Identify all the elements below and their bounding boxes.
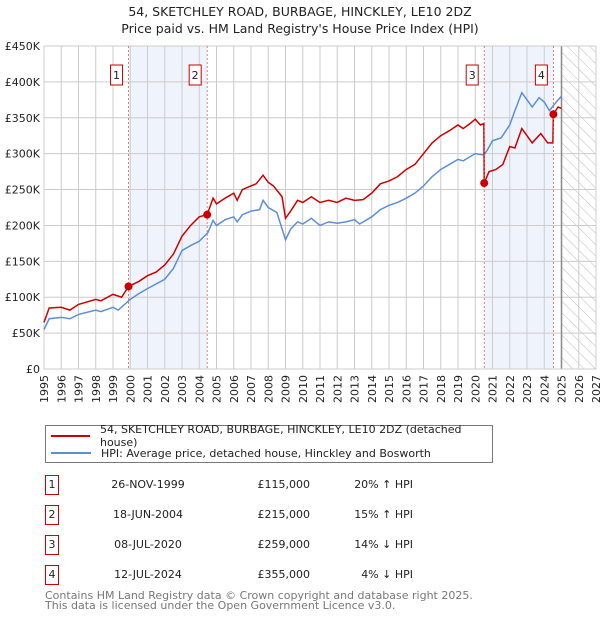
chart-subtitle: Price paid vs. HM Land Registry's House …	[121, 21, 479, 36]
x-tick-label: 2002	[159, 375, 172, 403]
footer-copyright: Contains HM Land Registry data © Crown c…	[45, 589, 473, 602]
x-tick-label: 2011	[314, 375, 327, 403]
x-tick-label: 2010	[297, 375, 310, 403]
legend-swatch-property	[51, 435, 90, 437]
x-tick-label: 2004	[193, 375, 206, 403]
transaction-hpi-diff: 14% ↓ HPI	[354, 538, 413, 551]
x-tick-label: 2003	[176, 375, 189, 403]
sale-label: 3	[469, 69, 476, 82]
x-tick-label: 1997	[73, 375, 86, 403]
x-tick-label: 2026	[573, 375, 586, 403]
price-chart: £0 £50K £100K £150K £200K £250K £300K £350K £400…	[5, 40, 600, 403]
y-tick-label: £350K	[5, 112, 41, 125]
transaction-hpi-diff: 20% ↑ HPI	[354, 478, 413, 491]
x-tick-label: 2019	[452, 375, 465, 403]
sale-label: 2	[192, 69, 199, 82]
x-tick-label: 2006	[228, 375, 241, 403]
x-tick-label: 2024	[538, 375, 551, 403]
transaction-price: £355,000	[257, 568, 311, 581]
transaction-number-badge: 1	[45, 475, 59, 495]
x-tick-label: 2000	[124, 375, 137, 403]
y-tick-label: £300K	[5, 148, 41, 161]
x-tick-label: 2008	[262, 375, 275, 403]
transaction-price: £115,000	[257, 478, 311, 491]
sale-point	[124, 282, 133, 291]
x-tick-label: 2001	[142, 375, 155, 403]
hpi-line	[43, 91, 563, 330]
x-tick-label: 1996	[55, 375, 68, 403]
y-tick-label: £50K	[12, 327, 41, 340]
shaded-period	[128, 46, 208, 369]
shaded-period	[484, 46, 554, 369]
transaction-row: 1 26-NOV-1999 £115,000 20% ↑ HPI	[45, 475, 495, 495]
x-tick-label: 2005	[211, 375, 224, 403]
x-tick-label: 2022	[504, 375, 517, 403]
transaction-hpi-diff: 15% ↑ HPI	[354, 508, 413, 521]
sale-label-box	[465, 64, 479, 86]
transaction-row: 2 18-JUN-2004 £215,000 15% ↑ HPI	[45, 505, 495, 525]
sale-point	[549, 110, 558, 119]
x-tick-label: 2017	[418, 375, 431, 403]
legend: 54, SKETCHLEY ROAD, BURBAGE, HINCKLEY, L…	[45, 423, 493, 463]
sale-label-box	[534, 64, 548, 86]
y-tick-label: £450K	[5, 40, 41, 53]
transaction-row: 4 12-JUL-2024 £355,000 4% ↓ HPI	[45, 565, 495, 585]
x-tick-label: 2027	[590, 375, 600, 403]
legend-label-property: 54, SKETCHLEY ROAD, BURBAGE, HINCKLEY, L…	[99, 423, 462, 449]
sale-label-box	[188, 64, 202, 86]
y-tick-label: £0	[26, 363, 40, 376]
transaction-date: 08-JUL-2020	[114, 538, 182, 551]
transaction-price: £215,000	[257, 508, 311, 521]
legend-label-hpi: HPI: Average price, detached house, Hinc…	[101, 446, 431, 460]
legend-swatch-hpi	[51, 452, 91, 454]
x-tick-label: 2013	[349, 375, 362, 403]
x-tick-label: 2023	[521, 375, 534, 403]
y-tick-label: £400K	[5, 76, 41, 89]
transaction-price: £259,000	[257, 538, 311, 551]
sale-label: 1	[113, 69, 120, 82]
x-tick-label: 2015	[383, 375, 396, 403]
sale-point	[480, 179, 489, 188]
footer-licence: This data is licensed under the Open Gov…	[45, 599, 396, 612]
x-tick-label: 1998	[90, 375, 103, 403]
x-tick-label: 2016	[400, 375, 413, 403]
x-tick-label: 2014	[366, 375, 379, 403]
x-tick-label: 2018	[435, 375, 448, 403]
x-tick-label: 2007	[245, 375, 258, 403]
sale-point	[203, 210, 212, 219]
property-price-line	[43, 106, 562, 323]
plot-frame	[43, 45, 597, 370]
transaction-number-badge: 2	[45, 505, 59, 525]
x-tick-label: 2012	[331, 375, 344, 403]
transaction-date: 18-JUN-2004	[112, 508, 184, 521]
transaction-number-badge: 4	[45, 565, 59, 585]
chart-title: 54, SKETCHLEY ROAD, BURBAGE, HINCKLEY, L…	[128, 4, 472, 19]
x-tick-label: 2021	[487, 375, 500, 403]
x-tick-label: 2009	[280, 375, 293, 403]
x-tick-label: 1995	[38, 375, 51, 403]
y-tick-label: £100K	[5, 291, 41, 304]
x-tick-label: 1999	[107, 375, 120, 403]
y-tick-label: £150K	[5, 255, 41, 268]
transaction-date: 12-JUL-2024	[114, 568, 182, 581]
transaction-hpi-diff: 4% ↓ HPI	[361, 568, 413, 581]
y-tick-label: £250K	[5, 184, 41, 197]
transaction-row: 3 08-JUL-2020 £259,000 14% ↓ HPI	[45, 535, 495, 555]
transaction-date: 26-NOV-1999	[111, 478, 185, 491]
sale-label-box	[110, 64, 124, 86]
sale-label: 4	[538, 69, 545, 82]
x-tick-label: 2025	[556, 375, 569, 403]
x-tick-label: 2020	[469, 375, 482, 403]
y-tick-label: £200K	[5, 219, 41, 232]
transaction-number-badge: 3	[45, 535, 59, 555]
